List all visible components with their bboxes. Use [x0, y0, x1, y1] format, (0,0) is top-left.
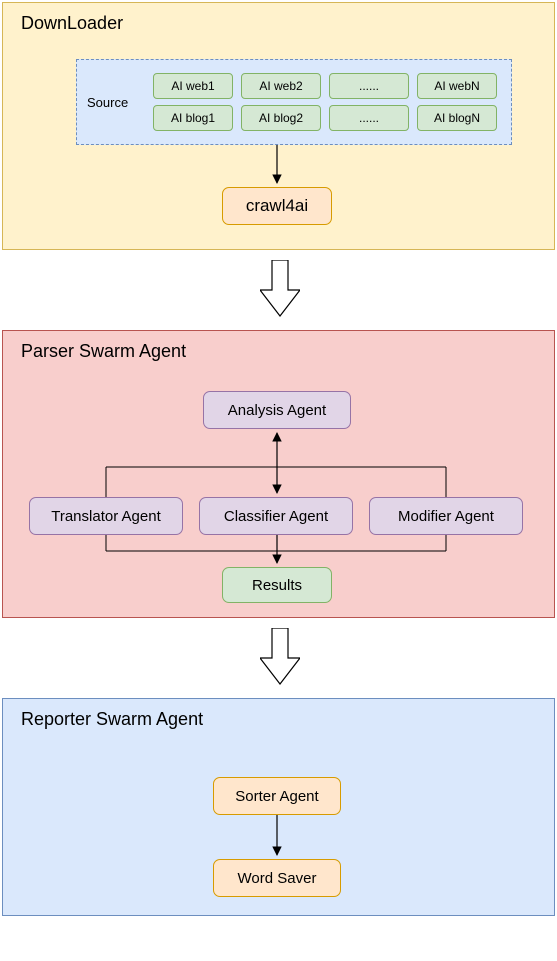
source-pill: AI blog1: [153, 105, 233, 131]
reporter-title: Reporter Swarm Agent: [21, 709, 203, 730]
word-saver-label: Word Saver: [238, 870, 317, 887]
results-node: Results: [222, 567, 332, 603]
parser-title: Parser Swarm Agent: [21, 341, 186, 362]
modifier-agent-label: Modifier Agent: [398, 508, 494, 525]
word-saver-node: Word Saver: [213, 859, 341, 897]
spacer-1: [2, 250, 555, 330]
downloader-panel: DownLoader Source AI web1 AI web2 ......…: [2, 2, 555, 250]
spacer-2: [2, 618, 555, 698]
translator-agent-node: Translator Agent: [29, 497, 183, 535]
translator-agent-label: Translator Agent: [51, 508, 161, 525]
sorter-agent-node: Sorter Agent: [213, 777, 341, 815]
diagram-root: DownLoader Source AI web1 AI web2 ......…: [0, 0, 557, 918]
source-label: Source: [87, 95, 147, 110]
source-pill: AI blogN: [417, 105, 497, 131]
results-label: Results: [252, 577, 302, 594]
source-pill: AI webN: [417, 73, 497, 99]
arrow-parser-to-reporter: [260, 628, 300, 688]
classifier-agent-node: Classifier Agent: [199, 497, 353, 535]
arrow-downloader-to-parser: [260, 260, 300, 320]
source-pill: AI web1: [153, 73, 233, 99]
modifier-agent-node: Modifier Agent: [369, 497, 523, 535]
crawl4ai-node: crawl4ai: [222, 187, 332, 225]
classifier-agent-label: Classifier Agent: [224, 508, 328, 525]
analysis-agent-node: Analysis Agent: [203, 391, 351, 429]
sorter-agent-label: Sorter Agent: [235, 788, 318, 805]
source-pill: AI web2: [241, 73, 321, 99]
source-pill: ......: [329, 73, 409, 99]
reporter-panel: Reporter Swarm Agent Sorter Agent Word S…: [2, 698, 555, 916]
downloader-title: DownLoader: [21, 13, 123, 34]
source-box: Source AI web1 AI web2 ...... AI webN AI…: [76, 59, 512, 145]
source-grid: AI web1 AI web2 ...... AI webN AI blog1 …: [153, 73, 497, 131]
parser-panel: Parser Swarm Agent Analysis Agent Transl…: [2, 330, 555, 618]
source-pill: ......: [329, 105, 409, 131]
analysis-agent-label: Analysis Agent: [228, 402, 326, 419]
source-pill: AI blog2: [241, 105, 321, 131]
crawl4ai-label: crawl4ai: [246, 196, 308, 216]
